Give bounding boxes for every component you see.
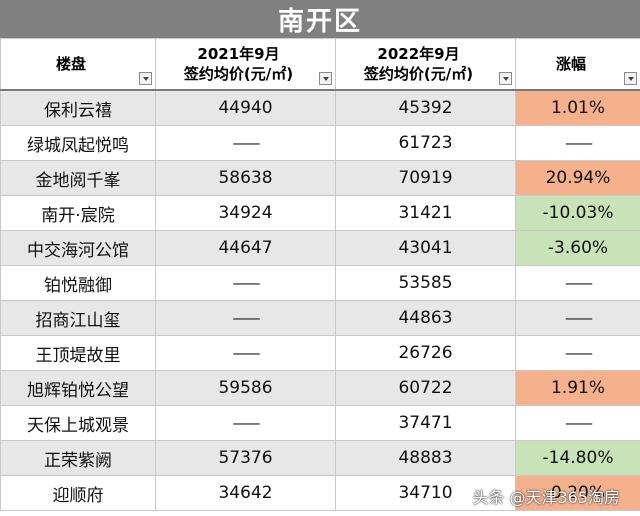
table-row: 招商江山玺 —— 44863 —— xyxy=(0,300,640,336)
header-2022-price: 2022年9月 签约均价(元/㎡) xyxy=(335,38,516,91)
price-table: 楼盘 2021年9月 签约均价(元/㎡) 2022年9月 签约均价(元/㎡) 涨… xyxy=(0,38,640,511)
header-row: 楼盘 2021年9月 签约均价(元/㎡) 2022年9月 签约均价(元/㎡) 涨… xyxy=(0,38,640,91)
cell-price-2021: 34924 xyxy=(155,195,336,231)
cell-price-2022: 43041 xyxy=(335,230,516,266)
cell-price-2022: 26726 xyxy=(335,335,516,371)
filter-dropdown-icon[interactable] xyxy=(139,72,152,85)
table-row: 正荣紫阙 57376 48883 -14.80% xyxy=(0,440,640,476)
watermark-text: 头条 @天津365淘房 xyxy=(472,488,620,507)
cell-project-name: 中交海河公馆 xyxy=(0,230,156,266)
cell-project-name: 保利云禧 xyxy=(0,89,156,126)
cell-project-name: 天保上城观景 xyxy=(0,405,156,441)
cell-project-name: 绿城凤起悦鸣 xyxy=(0,125,156,161)
filter-dropdown-icon[interactable] xyxy=(319,72,332,85)
cell-price-2022: 70919 xyxy=(335,160,516,196)
cell-price-2021: 44647 xyxy=(155,230,336,266)
filter-dropdown-icon[interactable] xyxy=(499,72,512,85)
header-project: 楼盘 xyxy=(0,38,156,91)
cell-project-name: 迎顺府 xyxy=(0,475,156,511)
cell-price-2021: —— xyxy=(155,265,336,301)
table-row: 金地阅千峯 58638 70919 20.94% xyxy=(0,160,640,196)
table-row: 绿城凤起悦鸣 —— 61723 —— xyxy=(0,125,640,161)
table-row: 天保上城观景 —— 37471 —— xyxy=(0,405,640,441)
cell-project-name: 南开·宸院 xyxy=(0,195,156,231)
cell-change: -10.03% xyxy=(515,195,640,231)
cell-change: 1.01% xyxy=(515,89,640,126)
cell-project-name: 王顶堤故里 xyxy=(0,335,156,371)
cell-project-name: 旭辉铂悦公望 xyxy=(0,370,156,406)
filter-dropdown-icon[interactable] xyxy=(624,72,637,85)
cell-price-2021: —— xyxy=(155,300,336,336)
header-change: 涨幅 xyxy=(515,38,640,91)
cell-change: —— xyxy=(515,405,640,441)
cell-price-2021: 44940 xyxy=(155,89,336,126)
cell-price-2022: 44863 xyxy=(335,300,516,336)
cell-change: —— xyxy=(515,335,640,371)
cell-price-2021: —— xyxy=(155,125,336,161)
cell-price-2022: 34710 xyxy=(335,475,516,511)
table-row: 南开·宸院 34924 31421 -10.03% xyxy=(0,195,640,231)
cell-change: —— xyxy=(515,300,640,336)
cell-project-name: 正荣紫阙 xyxy=(0,440,156,476)
cell-price-2021: —— xyxy=(155,335,336,371)
table-row: 王顶堤故里 —— 26726 —— xyxy=(0,335,640,371)
cell-change: —— xyxy=(515,125,640,161)
cell-price-2022: 48883 xyxy=(335,440,516,476)
cell-price-2022: 45392 xyxy=(335,89,516,126)
cell-price-2021: 58638 xyxy=(155,160,336,196)
table-row: 旭辉铂悦公望 59586 60722 1.91% xyxy=(0,370,640,406)
cell-price-2022: 37471 xyxy=(335,405,516,441)
table-title: 南开区 xyxy=(0,0,640,38)
cell-project-name: 铂悦融御 xyxy=(0,265,156,301)
cell-price-2022: 53585 xyxy=(335,265,516,301)
cell-change: 1.91% xyxy=(515,370,640,406)
cell-project-name: 金地阅千峯 xyxy=(0,160,156,196)
cell-price-2021: 59586 xyxy=(155,370,336,406)
cell-price-2021: 57376 xyxy=(155,440,336,476)
cell-price-2022: 31421 xyxy=(335,195,516,231)
table-row: 铂悦融御 —— 53585 —— xyxy=(0,265,640,301)
cell-change: 20.94% xyxy=(515,160,640,196)
cell-price-2022: 61723 xyxy=(335,125,516,161)
cell-price-2021: 34642 xyxy=(155,475,336,511)
cell-change: 0.20% xyxy=(515,475,640,511)
table-row: 迎顺府 34642 34710 0.20% xyxy=(0,475,640,511)
cell-change: -14.80% xyxy=(515,440,640,476)
cell-price-2022: 60722 xyxy=(335,370,516,406)
table-row: 中交海河公馆 44647 43041 -3.60% xyxy=(0,230,640,266)
header-2021-price: 2021年9月 签约均价(元/㎡) xyxy=(155,38,336,91)
cell-change: -3.60% xyxy=(515,230,640,266)
cell-project-name: 招商江山玺 xyxy=(0,300,156,336)
table-row: 保利云禧 44940 45392 1.01% xyxy=(0,89,640,126)
cell-price-2021: —— xyxy=(155,405,336,441)
cell-change: —— xyxy=(515,265,640,301)
